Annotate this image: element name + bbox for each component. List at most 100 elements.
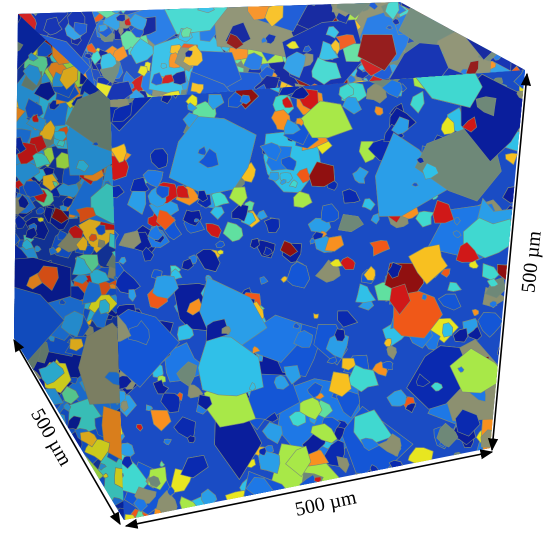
grain [278, 503, 286, 509]
grain [496, 481, 533, 521]
grain [174, 516, 186, 525]
grain [0, 457, 43, 510]
grain [1, 424, 19, 441]
grain [508, 441, 521, 456]
grain [496, 481, 533, 521]
grain [152, 0, 175, 10]
grain [0, 403, 20, 432]
grain [259, 510, 285, 534]
grain [513, 502, 532, 517]
grain [510, 44, 517, 51]
grain [491, 456, 534, 510]
grain [518, 0, 538, 16]
grain [19, 0, 35, 10]
grain [503, 3, 518, 21]
figure: 500 µm 500 µm 500 µm [0, 0, 552, 546]
grain [511, 428, 527, 450]
grain [321, 0, 329, 4]
grain [433, 4, 443, 12]
grain [80, 484, 100, 508]
grain [441, 8, 452, 17]
grain [83, 495, 107, 518]
grain [459, 462, 483, 485]
grain [3, 380, 24, 402]
grain [500, 473, 516, 495]
grain [6, 165, 14, 173]
grain [29, 486, 45, 502]
grain [511, 428, 515, 434]
grain [15, 378, 34, 398]
grain [402, 497, 426, 520]
grain [33, 487, 55, 507]
grain [385, 495, 431, 530]
grain [46, 497, 62, 518]
grain [485, 499, 500, 516]
grain [223, 0, 236, 7]
grain [505, 25, 528, 43]
grain [76, 468, 84, 477]
grain [388, 487, 408, 511]
grain [492, 13, 508, 35]
grain [37, 496, 52, 512]
grain [80, 463, 84, 468]
grain [388, 487, 408, 511]
grain [434, 1, 450, 17]
grain [8, 448, 19, 462]
grain [35, 396, 42, 403]
grain [13, 468, 28, 483]
grain [460, 487, 472, 498]
grain [519, 464, 531, 478]
grain [8, 434, 23, 447]
grain [10, 387, 18, 398]
grain [508, 441, 521, 456]
grain [385, 495, 431, 530]
grain [232, 498, 247, 514]
grain [511, 428, 527, 450]
grain [389, 514, 403, 527]
grain [488, 513, 509, 537]
page: 500 µm 500 µm 500 µm (() => { const data… [0, 0, 552, 546]
grain [469, 18, 501, 42]
grain [6, 147, 12, 154]
grain [0, 393, 18, 420]
grain [471, 0, 476, 5]
grain [488, 436, 552, 516]
grain [471, 0, 482, 11]
grain [57, 468, 78, 488]
grain [69, 495, 115, 530]
grain [444, 0, 455, 11]
grain [509, 0, 530, 16]
grain [483, 500, 494, 506]
grain [14, 488, 35, 516]
grain [357, 482, 372, 501]
grain [191, 514, 198, 520]
grain [23, 515, 35, 524]
grain [357, 482, 372, 501]
grain [497, 347, 511, 359]
grain [476, 458, 489, 469]
grain [80, 517, 97, 536]
grain [521, 54, 531, 64]
grain [459, 462, 483, 485]
grain [404, 502, 426, 520]
grain [23, 483, 30, 492]
grain [36, 393, 49, 406]
grain [506, 0, 530, 14]
grain [82, 513, 96, 526]
grain [521, 19, 527, 25]
grain [460, 487, 472, 498]
grain [417, 479, 433, 495]
grain [490, 491, 506, 507]
grain [59, 507, 72, 522]
grain [453, 8, 473, 25]
grain [455, 1, 470, 16]
grain [417, 479, 433, 495]
grain [8, 484, 30, 501]
grain [521, 427, 529, 438]
grain [524, 112, 535, 122]
grain [520, 45, 536, 57]
grain [497, 347, 511, 359]
grain [505, 495, 524, 514]
grain [436, 470, 443, 477]
grain [514, 20, 523, 27]
